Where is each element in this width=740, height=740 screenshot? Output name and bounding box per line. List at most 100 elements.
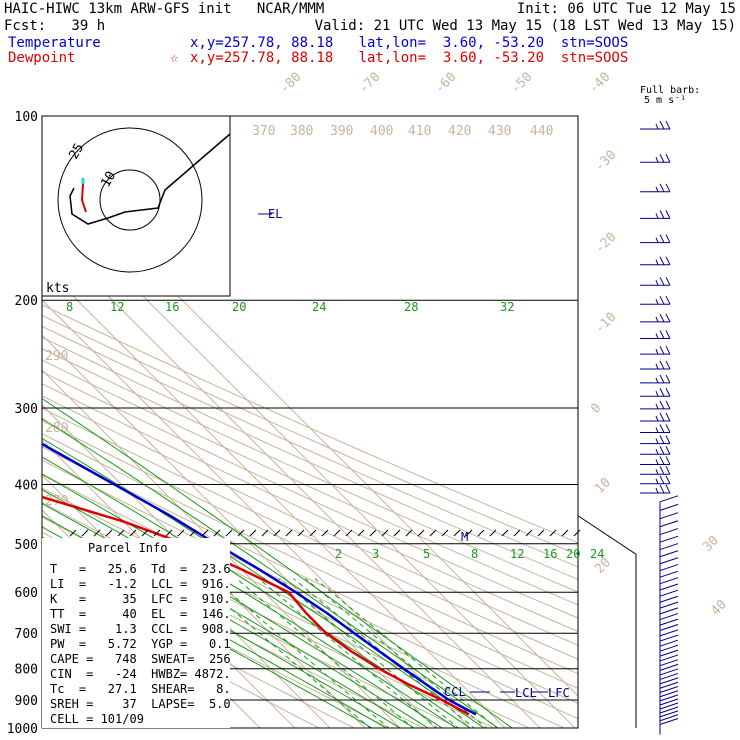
hodograph-box	[41, 115, 231, 297]
theta-label: 390	[330, 124, 353, 139]
wind-barb-flag	[655, 487, 659, 494]
parcel-info-row: PW = 5.72 YGP = 0.1	[50, 637, 231, 651]
mixing-ratio-label: 24	[590, 547, 604, 561]
isotherm-line	[42, 264, 506, 728]
mixing-ratio-label: 3	[372, 547, 379, 561]
wind-barb-flag	[659, 475, 665, 485]
wind-barb	[640, 313, 671, 323]
wind-barb	[640, 388, 671, 397]
hodograph-unit: kts	[46, 281, 69, 296]
dry-adiabat-line	[42, 304, 578, 544]
temperature-legend-label: Temperature	[8, 35, 101, 51]
wind-barb-staff	[659, 595, 679, 603]
inversion-hatch	[309, 529, 317, 537]
inversion-hatch	[117, 529, 125, 537]
annotation-lcl: LCL	[515, 686, 537, 700]
wind-barb-flag	[659, 484, 665, 494]
isotherm-line	[42, 299, 471, 728]
dewpoint-marker-icon: ☆	[170, 50, 179, 66]
wind-barb-staff	[659, 702, 679, 710]
inversion-hatch	[381, 529, 389, 537]
wind-barb	[659, 702, 679, 719]
isotherm-label: -50	[508, 70, 535, 97]
dry-adiabat-line	[42, 371, 578, 619]
mixing-ratio-label: 2	[335, 547, 342, 561]
init-time: Init: 06 UTC Tue 12 May 15	[516, 1, 736, 17]
wind-barb-flag	[665, 330, 671, 339]
inversion-hatch	[525, 529, 533, 537]
temperature-location-info: x,y=257.78, 88.18 lat,lon= 3.60, -53.20 …	[190, 35, 629, 51]
pressure-label: 600	[15, 586, 38, 601]
isotherm-line	[42, 369, 401, 728]
wind-barb-flag	[665, 345, 671, 355]
wind-barb-flag	[659, 210, 665, 219]
inversion-hatch	[249, 529, 257, 537]
wind-barb-flag	[665, 400, 671, 410]
theta-label: 280	[45, 421, 68, 436]
wind-barb-flag	[659, 183, 665, 193]
inversion-hatch	[321, 529, 329, 537]
wind-barb-flag	[659, 276, 665, 286]
wind-barb-flag	[655, 299, 659, 305]
wind-barb-staff	[659, 601, 679, 609]
hodograph-trace	[69, 133, 231, 225]
dry-adiabat-line	[42, 433, 578, 689]
mixing-ratio-label: 20	[566, 547, 580, 561]
parcel-info-row: CELL = 101/09	[50, 712, 144, 726]
isotherm-line	[42, 334, 436, 728]
isotherm-label: 0	[588, 401, 604, 417]
wind-barb-flag	[665, 466, 671, 475]
wind-barb	[659, 607, 679, 624]
hodograph-trace-low	[80, 183, 87, 213]
wind-barb-flag	[659, 313, 665, 323]
wind-barb-flag	[665, 424, 671, 433]
wind-barb-flag	[659, 374, 665, 384]
wind-barb-flag	[655, 280, 659, 286]
inversion-hatch	[357, 529, 365, 537]
dry-adiabat-line	[42, 325, 578, 568]
wind-barb	[640, 466, 671, 475]
annotation-el: EL	[268, 207, 282, 221]
pressure-label: 100	[15, 110, 38, 125]
inversion-hatch	[513, 529, 521, 537]
inversion-hatch	[177, 529, 185, 537]
wind-barb	[659, 589, 679, 607]
dry-adiabat-line	[42, 348, 578, 593]
wind-barb-staff	[659, 543, 679, 551]
wind-barb-staff	[659, 639, 679, 647]
wind-barb	[640, 330, 671, 340]
wind-barb-staff	[659, 714, 679, 722]
isotherm-label: -20	[592, 230, 619, 257]
inversion-hatch	[429, 529, 437, 537]
wind-barb-flag	[655, 377, 659, 384]
wind-barb-staff	[659, 495, 679, 503]
inversion-hatch	[573, 529, 581, 537]
dry-adiabat-line	[42, 407, 578, 660]
wind-barb-staff	[659, 535, 679, 543]
wind-barb-staff	[659, 644, 679, 652]
wind-barb-flag	[655, 157, 659, 163]
moist-adiabat-label: 24	[312, 300, 326, 314]
wind-barb-flag	[665, 210, 671, 219]
wind-barb-flag	[659, 446, 665, 455]
pressure-label: 900	[15, 694, 38, 709]
inversion-hatch	[285, 529, 293, 537]
wind-barb-flag	[659, 388, 665, 397]
inversion-hatch	[417, 529, 425, 537]
wind-barb	[640, 120, 671, 130]
inversion-hatch	[537, 529, 545, 537]
wind-barb-flag	[655, 459, 659, 465]
isotherm-line	[42, 229, 541, 728]
wind-barb-flag	[655, 348, 659, 355]
inversion-hatch	[405, 529, 413, 537]
wind-barb-flag	[665, 154, 671, 163]
isotherm-label: -10	[592, 310, 619, 337]
isotherm-label: -70	[356, 70, 383, 97]
parcel-info-row: CIN = -24 HWBZ= 4872.	[50, 667, 231, 681]
inversion-hatch	[561, 529, 569, 537]
wind-barb-flag	[659, 360, 665, 370]
wind-barb	[640, 256, 671, 266]
wind-barb-flag	[659, 435, 665, 444]
moist-adiabat-line	[42, 418, 499, 728]
wind-barb-flag	[659, 295, 665, 305]
